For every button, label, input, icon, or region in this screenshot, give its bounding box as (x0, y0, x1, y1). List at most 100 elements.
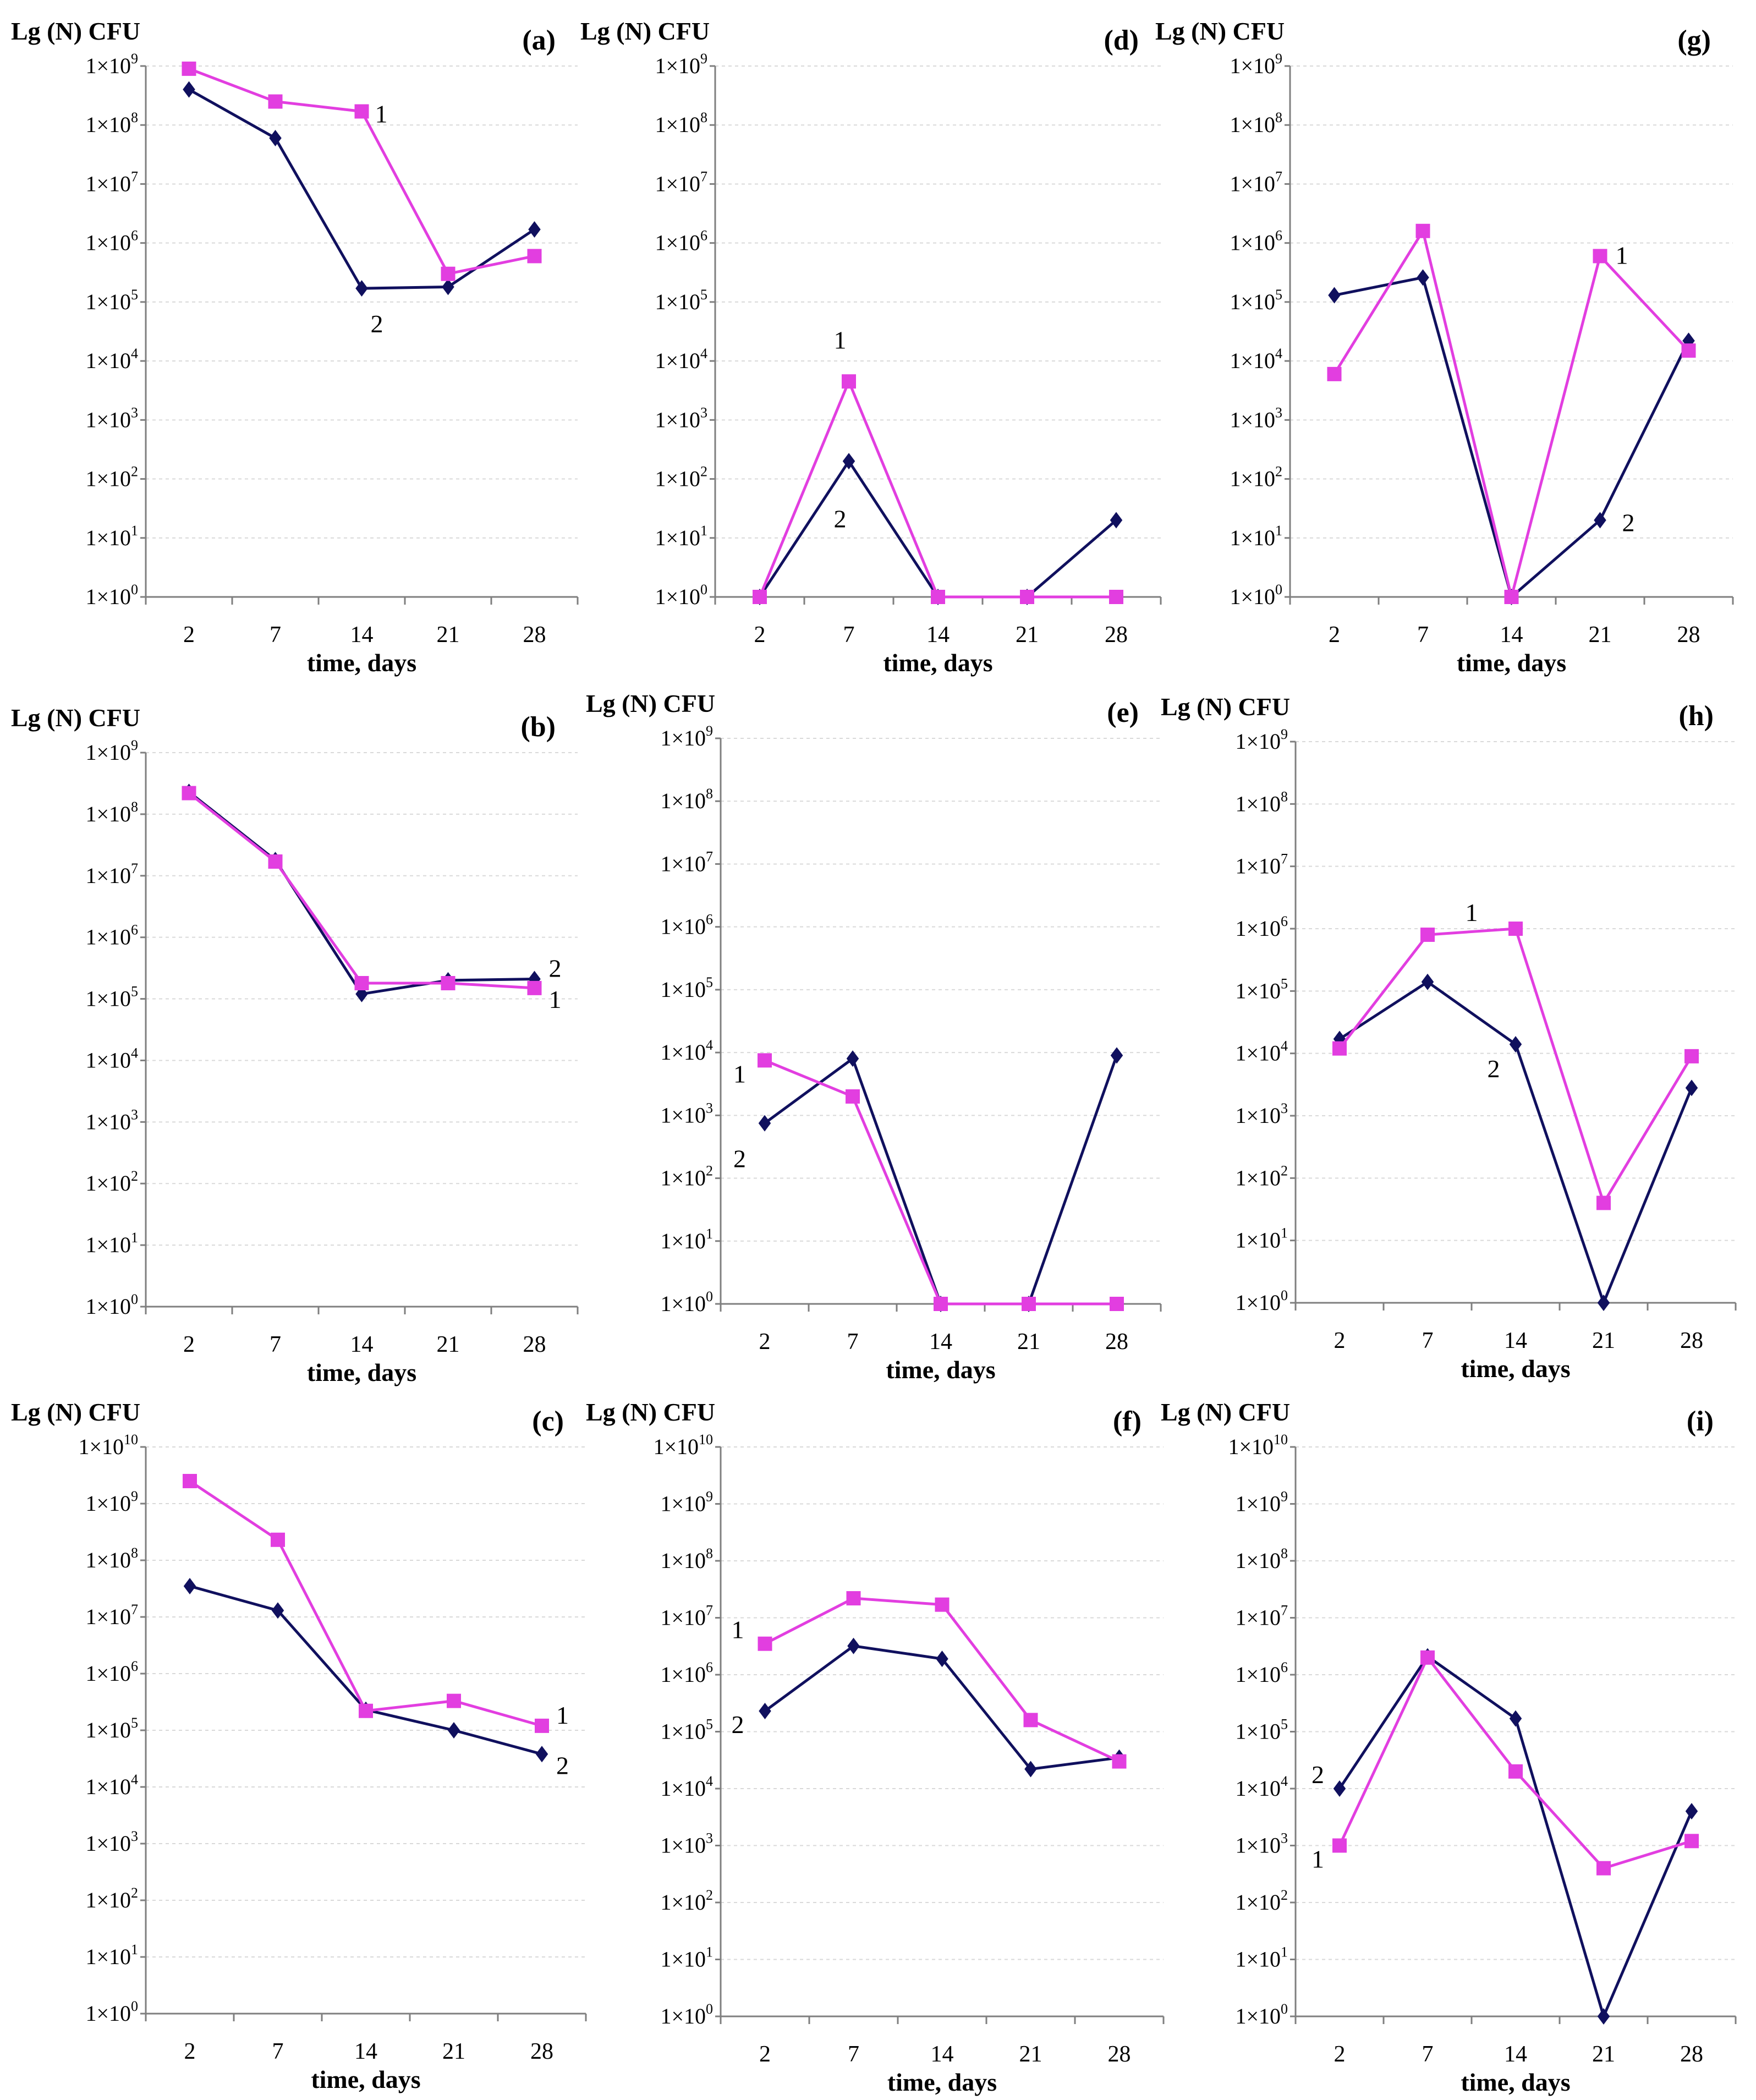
y-tick-label: 1×107 (85, 860, 138, 888)
data-point-series-1 (447, 1693, 461, 1708)
data-point-series-1 (1327, 366, 1342, 381)
data-point-series-1 (182, 61, 196, 76)
data-point-series-1 (1684, 1834, 1699, 1849)
y-tick-label: 1×108 (1230, 109, 1282, 137)
y-tick-label: 1×106 (85, 922, 138, 950)
y-tick-label: 1×108 (1235, 1545, 1288, 1573)
y-tick-label: 1×106 (1235, 913, 1288, 941)
series-label-1: 1 (549, 985, 562, 1013)
data-point-series-1 (753, 590, 767, 604)
x-tick-label: 7 (848, 2042, 859, 2067)
data-point-series-2 (1685, 1079, 1698, 1096)
series-label-1: 1 (1311, 1845, 1324, 1873)
data-point-series-1 (935, 1597, 950, 1612)
y-tick-label: 1×104 (1230, 346, 1282, 373)
panel-label: (b) (520, 711, 556, 743)
y-tick-label: 1×103 (1230, 404, 1282, 432)
x-axis-title: time, days (1461, 2068, 1570, 2096)
data-point-series-1 (842, 374, 856, 389)
chart-panel-b: 1×100 1×101 1×102 1×103 1×104 1×105 1×106 1×107… (11, 704, 579, 1386)
y-tick-label: 1×103 (85, 404, 138, 432)
y-tick-label: 1×104 (1235, 1038, 1288, 1066)
x-tick-label: 7 (1417, 622, 1429, 648)
series-line-1 (189, 1479, 542, 1728)
x-tick-label: 28 (530, 2039, 553, 2064)
y-tick-label: 1×105 (660, 1717, 713, 1744)
y-axis-title: Lg (N) CFU (1161, 693, 1290, 721)
y-tick-label: 1×103 (660, 1100, 713, 1127)
y-tick-label: 1×102 (1235, 1887, 1288, 1915)
x-tick-label: 14 (926, 622, 950, 648)
y-tick-label: 1×1010 (653, 1432, 713, 1459)
chart-panel-g: 1×100 1×101 1×102 1×103 1×104 1×105 1×106 1×107… (1155, 17, 1734, 677)
x-tick-label: 2 (1329, 622, 1340, 648)
y-tick-label: 1×108 (85, 799, 138, 826)
data-point-series-2 (1328, 287, 1341, 304)
data-point-series-2 (1110, 1047, 1123, 1064)
y-tick-label: 1×104 (660, 1037, 713, 1065)
x-tick-label: 21 (1592, 2042, 1615, 2067)
y-tick-label: 1×104 (85, 1772, 138, 1799)
y-tick-label: 1×109 (85, 737, 138, 765)
series-line-2 (758, 458, 1117, 599)
data-point-series-2 (1685, 1803, 1698, 1820)
y-tick-label: 1×107 (1235, 1603, 1288, 1630)
y-tick-label: 1×109 (660, 723, 713, 750)
data-point-series-1 (1332, 1838, 1347, 1853)
y-tick-label: 1×102 (1230, 464, 1282, 491)
y-tick-label: 1×102 (85, 1885, 138, 1912)
chart-panel-e: 1×100 1×101 1×102 1×103 1×104 1×105 1×106 1×107… (586, 689, 1162, 1384)
series-label-1: 1 (556, 1701, 569, 1729)
data-point-series-2 (1597, 2008, 1610, 2025)
x-axis-title: time, days (1457, 649, 1566, 677)
x-tick-label: 2 (183, 622, 195, 648)
data-point-series-1 (527, 249, 542, 264)
y-axis-title: Lg (N) CFU (580, 17, 710, 45)
series-label-2: 2 (549, 955, 562, 983)
y-tick-label: 1×106 (85, 1658, 138, 1686)
data-point-series-1 (1022, 1297, 1036, 1311)
panel-label: (c) (532, 1406, 564, 1437)
data-point-series-1 (441, 266, 456, 281)
x-tick-label: 28 (523, 1332, 546, 1357)
y-tick-label: 1×108 (660, 1545, 713, 1573)
data-point-series-1 (359, 1703, 373, 1718)
panel-label: (h) (1678, 700, 1714, 732)
series-label-2: 2 (732, 1710, 744, 1739)
x-tick-label: 2 (1334, 2042, 1346, 2067)
y-tick-label: 1×105 (660, 974, 713, 1002)
x-tick-label: 14 (1504, 2042, 1527, 2067)
panel-label: (f) (1113, 1406, 1142, 1437)
y-tick-label: 1×105 (1235, 975, 1288, 1003)
series-line-1 (1338, 1655, 1692, 1870)
series-line-2 (188, 88, 535, 290)
y-tick-label: 1×102 (1235, 1163, 1288, 1190)
series-label-2: 2 (556, 1751, 569, 1779)
y-tick-label: 1×1010 (78, 1432, 138, 1459)
x-tick-label: 7 (843, 622, 855, 648)
chart-panel-h: 1×100 1×101 1×102 1×103 1×104 1×105 1×106 1×107… (1161, 693, 1737, 1383)
y-tick-label: 1×107 (655, 168, 707, 196)
panel-label: (a) (522, 25, 556, 56)
x-tick-label: 21 (1019, 2042, 1042, 2067)
data-point-series-1 (846, 1089, 860, 1104)
panel-label: (e) (1107, 697, 1139, 728)
y-tick-label: 1×107 (660, 848, 713, 876)
data-point-series-2 (758, 1115, 771, 1132)
y-tick-label: 1×102 (655, 464, 707, 491)
y-tick-label: 1×103 (85, 1106, 138, 1134)
y-tick-label: 1×100 (655, 582, 707, 609)
data-point-series-2 (1421, 973, 1434, 990)
y-tick-label: 1×104 (655, 346, 707, 373)
y-tick-label: 1×106 (1230, 228, 1282, 255)
y-tick-label: 1×107 (85, 1602, 138, 1629)
y-tick-label: 1×106 (660, 912, 713, 939)
y-tick-label: 1×101 (1230, 523, 1282, 550)
y-tick-label: 1×100 (85, 1998, 138, 2026)
y-tick-label: 1×101 (655, 523, 707, 550)
data-point-series-2 (936, 1651, 948, 1668)
panel-label: (d) (1104, 25, 1139, 56)
data-point-series-2 (1509, 1710, 1522, 1727)
y-axis-title: Lg (N) CFU (11, 704, 140, 732)
data-point-series-2 (535, 1746, 548, 1763)
